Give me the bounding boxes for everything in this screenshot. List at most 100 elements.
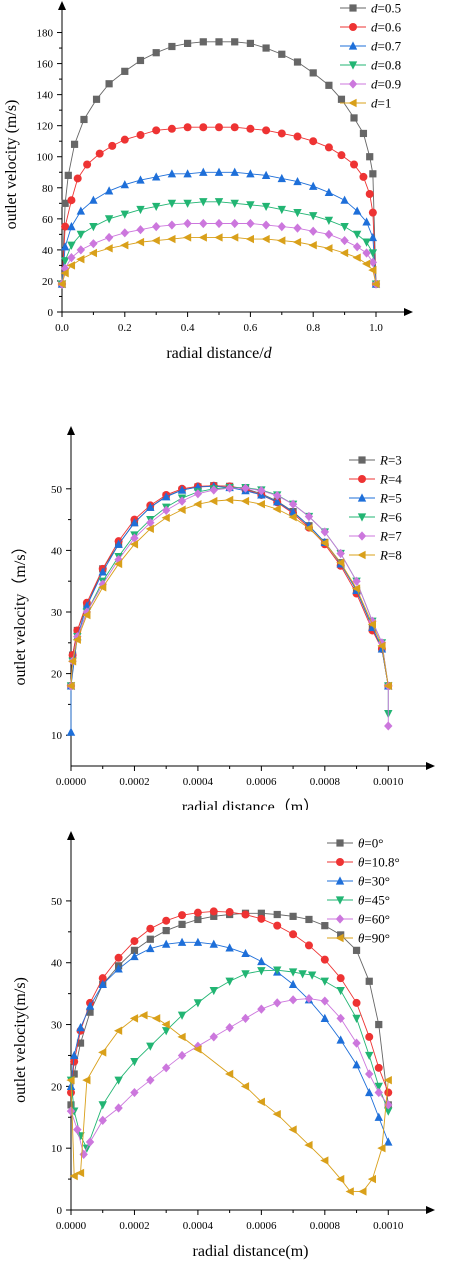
x-axis-arrow [404, 308, 413, 316]
data-point [130, 1087, 139, 1098]
data-point [61, 222, 70, 231]
data-point [98, 974, 107, 983]
legend-marker [357, 493, 367, 502]
data-point [76, 245, 86, 255]
data-point [257, 1004, 266, 1014]
legend-marker [357, 513, 367, 522]
x-axis-label-text: radial distance(m) [193, 1243, 309, 1260]
legend-item: θ=90° [327, 931, 390, 946]
data-point [307, 971, 317, 980]
data-point [177, 937, 187, 946]
data-point [152, 222, 161, 232]
legend-label-symbol: θ [358, 836, 365, 851]
data-point [246, 169, 255, 178]
data-point [336, 1035, 345, 1044]
data-point [288, 979, 298, 988]
data-point [194, 915, 202, 924]
series-line [70, 487, 389, 726]
data-point [340, 223, 349, 232]
data-point [293, 132, 302, 141]
data-point [240, 1082, 250, 1091]
data-point [368, 249, 378, 258]
legend-item: θ=10.8° [327, 855, 400, 870]
x-tick-label: 0.8 [306, 322, 320, 334]
data-point [104, 215, 114, 224]
legend-label: θ=90° [358, 931, 390, 946]
legend-label-value: =5 [388, 491, 402, 506]
legend-label-symbol: d [371, 77, 378, 92]
data-point [120, 210, 129, 219]
data-point [129, 1014, 139, 1023]
data-point [114, 964, 123, 973]
data-point [75, 1168, 85, 1178]
data-point [210, 912, 218, 920]
legend-label-symbol: θ [358, 931, 365, 946]
legend-item: R=5 [349, 491, 402, 506]
legend-label-symbol: R [379, 453, 388, 468]
data-point [193, 1045, 202, 1054]
data-point [288, 512, 297, 522]
legend-label: R=8 [379, 548, 402, 563]
data-point [261, 202, 271, 212]
x-tick-label: 0.2 [118, 322, 132, 334]
legend-label-value: =0.5 [378, 1, 402, 16]
data-point [246, 124, 255, 133]
data-point [89, 239, 98, 249]
data-point [152, 1014, 161, 1023]
data-point [215, 123, 223, 132]
legend-label: d=0.9 [371, 77, 401, 92]
data-point [66, 727, 76, 736]
data-point [113, 1026, 123, 1035]
data-point [130, 937, 139, 946]
series-5 [66, 1011, 392, 1196]
data-point [365, 977, 373, 985]
data-point [130, 533, 139, 543]
axes: 0.0000 0.0002 0.0004 0.0006 0.0008 0.0010 0 10 2… [51, 831, 435, 1232]
data-point [193, 937, 203, 946]
y-tick-label: 50 [51, 896, 63, 908]
y-tick-label: 160 [37, 59, 54, 71]
data-point [241, 910, 250, 919]
data-point [261, 234, 270, 244]
data-point [352, 206, 362, 215]
data-point [324, 143, 333, 152]
data-point [167, 234, 176, 244]
data-point [277, 205, 286, 215]
data-point [273, 998, 282, 1008]
data-point [199, 123, 208, 132]
legend-item: d=0.5 [340, 1, 401, 16]
data-point [135, 237, 145, 247]
data-point [383, 681, 392, 691]
data-point [92, 95, 101, 103]
data-point [145, 524, 154, 534]
legend-label-symbol: R [379, 529, 388, 544]
data-point [340, 248, 349, 258]
data-point [67, 253, 76, 263]
legend-item: d=0.6 [340, 20, 402, 35]
data-point [377, 641, 386, 651]
legend-marker [348, 98, 357, 108]
legend-marker [358, 456, 366, 464]
legend-label-value: =8 [388, 548, 402, 563]
x-tick-label: 0.0010 [373, 1220, 404, 1232]
data-point [67, 657, 77, 666]
data-point [98, 1048, 107, 1057]
data-point [98, 979, 107, 988]
axes: 0.0 0.2 0.4 0.6 0.8 1.0 0 20 40 60 80 100 120 140 160 1… [37, 1, 413, 334]
data-point [76, 1039, 85, 1047]
x-axis-label-italic: d [264, 345, 273, 362]
series-5 [57, 233, 380, 289]
data-point [114, 1076, 123, 1085]
data-point [76, 1023, 85, 1032]
data-point [136, 225, 145, 235]
legend-label-symbol: R [379, 548, 388, 563]
series-line [70, 485, 389, 733]
x-tick-label: 0.0006 [246, 1220, 277, 1232]
data-point [309, 226, 318, 236]
data-point [178, 920, 186, 928]
legend-label: θ=10.8° [358, 855, 400, 870]
legend-label-symbol: d [371, 20, 378, 35]
data-point [161, 1063, 171, 1073]
data-point [177, 496, 187, 506]
data-point [293, 58, 302, 66]
